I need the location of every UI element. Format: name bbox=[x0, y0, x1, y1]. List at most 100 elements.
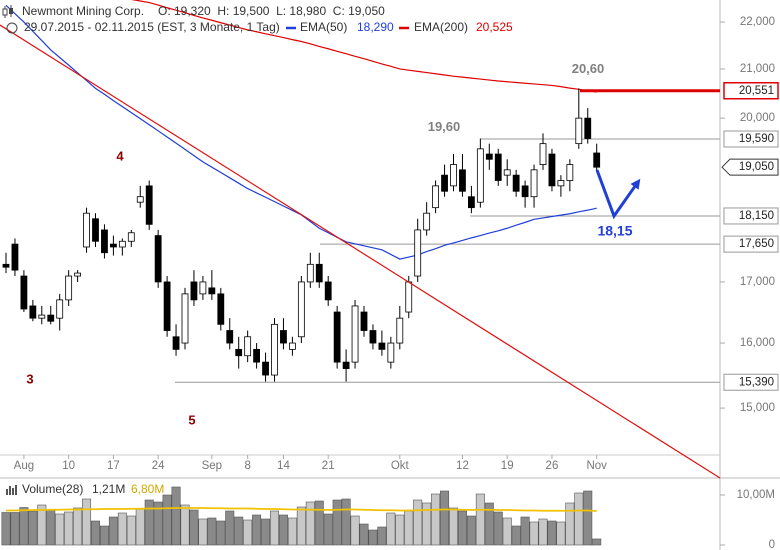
candle-body bbox=[65, 275, 73, 301]
y-tick-label: 17,000 bbox=[740, 276, 775, 288]
volume-bar bbox=[19, 507, 29, 546]
level-box bbox=[723, 130, 779, 148]
volume-bar bbox=[386, 512, 396, 546]
candle-body bbox=[297, 281, 305, 338]
level-box bbox=[723, 207, 779, 225]
x-tick-label: Sep bbox=[202, 460, 222, 472]
volume-bar bbox=[234, 516, 244, 546]
x-tick-label: 12 bbox=[456, 460, 469, 472]
volume-bar bbox=[278, 514, 288, 546]
volume-bar bbox=[296, 506, 306, 546]
candle-body bbox=[342, 361, 350, 369]
ohlc-readout: O: 19,320 H: 19,500 L: 18,980 C: 19,050 bbox=[158, 4, 385, 18]
volume-bar bbox=[413, 499, 423, 546]
volume-bar bbox=[46, 509, 56, 546]
x-tick-label: Nov bbox=[586, 460, 607, 472]
price-panel bbox=[2, 0, 720, 383]
candle-body bbox=[396, 317, 404, 344]
volume-bar bbox=[377, 526, 387, 546]
volume-bar bbox=[538, 518, 548, 546]
annotation: 5 bbox=[188, 412, 195, 427]
candle-body bbox=[110, 243, 117, 248]
candle-body bbox=[360, 311, 368, 331]
volume-bar bbox=[1, 512, 11, 546]
volume-bar bbox=[466, 515, 476, 546]
volume-bar bbox=[323, 513, 333, 546]
header-icon bbox=[2, 5, 13, 18]
candle-body bbox=[333, 311, 341, 363]
legend-value: 18,290 bbox=[357, 20, 394, 34]
volume-title: Volume(28) bbox=[22, 482, 83, 496]
candle-body bbox=[378, 342, 386, 350]
candle-body bbox=[208, 287, 216, 295]
volume-tick-label: 10,00M bbox=[737, 489, 775, 501]
candle-body bbox=[512, 174, 520, 192]
candle-body bbox=[494, 153, 502, 181]
volume-bar bbox=[305, 501, 315, 546]
candle-body bbox=[485, 153, 493, 160]
x-tick-label: 21 bbox=[322, 460, 335, 472]
volume-bar bbox=[28, 510, 38, 546]
volume-bar bbox=[216, 520, 226, 546]
volume-bar bbox=[502, 517, 512, 546]
candle-body bbox=[29, 305, 37, 319]
candle-body bbox=[405, 281, 413, 313]
volume-bar bbox=[91, 520, 101, 546]
volume-bar bbox=[431, 493, 441, 546]
volume-bar bbox=[404, 510, 414, 546]
volume-bar bbox=[493, 511, 503, 546]
candle-body bbox=[441, 174, 448, 192]
candle-body bbox=[315, 263, 323, 283]
candle-body bbox=[83, 212, 90, 248]
x-tick-label: 14 bbox=[277, 460, 290, 472]
volume-bar bbox=[520, 516, 530, 546]
volume-icon bbox=[6, 485, 17, 495]
candle-body bbox=[593, 152, 601, 168]
volume-bar bbox=[565, 502, 575, 546]
volume-bar bbox=[457, 510, 467, 546]
volume-bar bbox=[440, 490, 450, 546]
y-tick-label: 22,000 bbox=[740, 16, 775, 28]
volume-bar bbox=[314, 500, 324, 546]
candle-body bbox=[557, 180, 565, 187]
candle-body bbox=[145, 185, 153, 225]
level-box bbox=[723, 81, 779, 100]
legend-name: EMA(200) bbox=[414, 20, 468, 34]
x-tick-label: Okt bbox=[391, 460, 410, 472]
candle-body bbox=[280, 330, 287, 344]
level-label: 20,551 bbox=[739, 85, 774, 97]
volume-bar bbox=[99, 525, 109, 546]
volume-bar bbox=[243, 519, 253, 546]
volume-bar bbox=[422, 502, 432, 546]
candle-body bbox=[503, 169, 511, 176]
volume-bar bbox=[359, 523, 369, 546]
candle-body bbox=[127, 232, 135, 242]
candle-body bbox=[136, 196, 144, 203]
level-label: 18,150 bbox=[739, 210, 774, 222]
candle-body bbox=[450, 164, 457, 187]
volume-bar bbox=[55, 513, 65, 546]
volume-bar bbox=[368, 529, 378, 546]
volume-bar bbox=[73, 507, 83, 546]
legend-name: EMA(50) bbox=[300, 20, 347, 34]
candle-body bbox=[271, 323, 278, 376]
level-box bbox=[723, 235, 779, 253]
volume-bar bbox=[592, 538, 602, 546]
level-box bbox=[723, 373, 779, 391]
period: 29.07.2015 - 02.11.2015 (EST, 3 Monate, … bbox=[24, 20, 280, 34]
y-tick-label: 21,000 bbox=[740, 63, 775, 75]
candle-body bbox=[459, 169, 466, 192]
volume-bar bbox=[207, 517, 217, 546]
volume-bar bbox=[37, 504, 47, 546]
volume-tick-label: 0 bbox=[769, 539, 775, 550]
volume-bar bbox=[225, 510, 235, 546]
level-label: 19,590 bbox=[739, 133, 774, 145]
volume-bar bbox=[287, 517, 297, 546]
volume-bar bbox=[144, 499, 154, 546]
volume-bar bbox=[82, 498, 92, 546]
candle-body bbox=[226, 330, 234, 344]
level-label: 17,650 bbox=[739, 238, 774, 250]
volume-bar bbox=[10, 512, 20, 546]
